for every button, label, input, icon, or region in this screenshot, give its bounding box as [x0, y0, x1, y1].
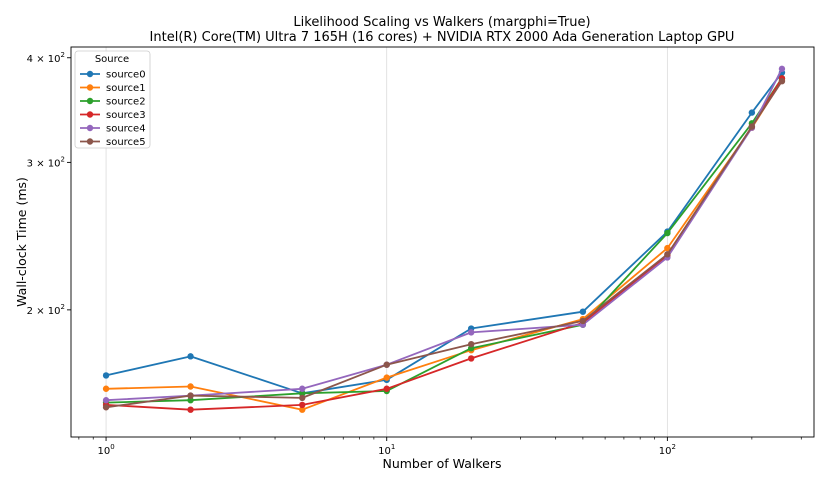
legend-title: Source — [95, 54, 129, 65]
y-tick-label: 2 × 102 — [27, 303, 65, 317]
data-point — [468, 329, 475, 336]
data-point — [579, 317, 587, 325]
data-point — [187, 383, 194, 390]
data-point — [299, 385, 306, 392]
data-point — [383, 374, 390, 381]
data-point — [383, 361, 390, 368]
x-axis-label: Number of Walkers — [382, 456, 501, 471]
data-point — [102, 397, 110, 404]
x-axis-ticks: 100 101 102 — [78, 437, 802, 457]
legend-label: source1 — [106, 83, 146, 94]
legend-label: source3 — [106, 110, 146, 121]
legend: Source source0 source1 source2 source3 sourc… — [74, 50, 151, 149]
plot-frame — [70, 46, 815, 438]
chart-subtitle: Intel(R) Core(TM) Ultra 7 165H (16 cores… — [150, 30, 735, 45]
series-group — [102, 65, 786, 413]
data-point — [468, 355, 475, 362]
legend-label: source4 — [106, 124, 146, 135]
legend-swatch-marker — [86, 70, 94, 78]
series-source0 — [102, 69, 786, 397]
data-point — [579, 308, 587, 315]
data-point — [187, 397, 194, 404]
x-tick-label: 101 — [378, 443, 395, 457]
series-source5 — [102, 78, 786, 411]
x-tick-label: 100 — [97, 443, 114, 457]
data-point — [664, 251, 671, 258]
data-point — [299, 394, 306, 402]
legend-swatch-marker — [86, 97, 94, 105]
x-tick-label: 102 — [659, 443, 676, 457]
legend-swatch-marker — [86, 124, 94, 132]
data-point — [187, 353, 194, 360]
chart-title: Likelihood Scaling vs Walkers (margphi=T… — [293, 15, 590, 30]
data-point — [778, 78, 786, 85]
legend-box — [74, 50, 151, 149]
legend-swatch-marker — [86, 84, 94, 91]
y-axis-label: Wall-clock Time (ms) — [14, 177, 29, 307]
legend-label: source0 — [106, 70, 146, 81]
data-point — [468, 340, 475, 348]
data-point — [664, 229, 671, 237]
legend-label: source2 — [106, 97, 146, 108]
data-point — [748, 109, 756, 116]
data-point — [383, 385, 390, 392]
y-axis-ticks: 2 × 102 3 × 102 4 × 102 — [27, 51, 71, 317]
plot-area — [71, 47, 814, 437]
data-point — [664, 244, 671, 252]
y-tick-label: 3 × 102 — [27, 155, 65, 169]
data-point — [187, 406, 194, 413]
data-point — [299, 390, 306, 397]
data-point — [299, 401, 306, 409]
data-point — [778, 65, 786, 73]
y-tick-label: 4 × 102 — [27, 51, 65, 65]
data-point — [748, 123, 756, 130]
data-point — [102, 385, 110, 392]
data-point — [187, 392, 194, 399]
data-point — [102, 372, 110, 379]
legend-swatch-marker — [86, 111, 94, 118]
data-point — [102, 404, 110, 411]
legend-swatch-marker — [86, 138, 94, 145]
data-point — [299, 406, 306, 413]
legend-label: source5 — [106, 137, 146, 148]
